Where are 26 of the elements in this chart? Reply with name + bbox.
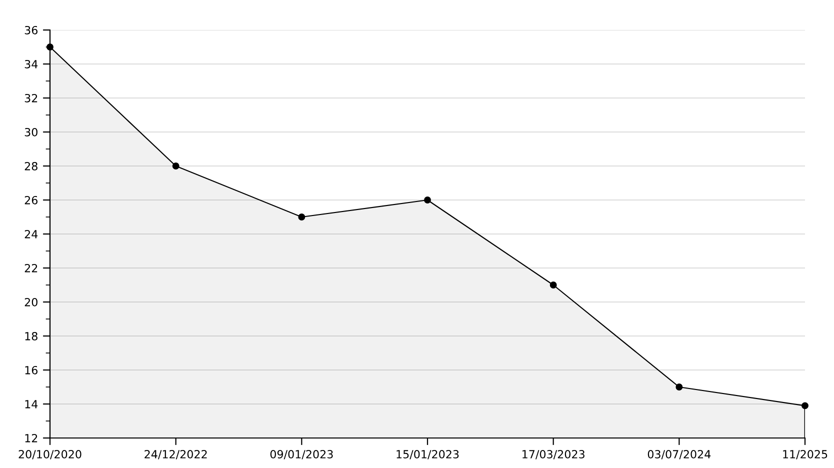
y-tick-label: 12 — [25, 434, 38, 442]
y-tick-label: 26 — [24, 196, 38, 204]
x-tick-label: 17/03/2023 — [522, 450, 584, 460]
y-tick-label: 18 — [25, 332, 38, 340]
y-tick-label: 32 — [24, 94, 38, 102]
point — [298, 214, 306, 220]
y-tick-label: 24 — [24, 230, 38, 238]
y-tick-label: 36 — [24, 26, 38, 34]
y-tick-label: 30 — [24, 128, 38, 136]
y-tick-label: 16 — [25, 366, 38, 374]
y-tick-label: 22 — [24, 264, 38, 272]
x-tick-label: 24/12/2022 — [144, 450, 207, 460]
y-tick-label: 28 — [24, 162, 38, 170]
point — [172, 162, 180, 170]
y-tick-label: 20 — [24, 298, 38, 306]
point — [550, 282, 557, 288]
x-tick-label: 11/2025 — [783, 450, 828, 460]
point — [802, 402, 808, 410]
point — [676, 384, 683, 390]
x-tick-label: 20/10/2020 — [18, 450, 82, 460]
x-tick-label: 09/01/2023 — [270, 450, 333, 460]
point — [424, 196, 431, 204]
x-tick-label: 15/01/2023 — [396, 450, 459, 460]
x-tick-label: 03/07/2024 — [648, 450, 711, 460]
y-tick-label: 14 — [25, 400, 38, 408]
y-tick-label: 34 — [24, 60, 38, 68]
